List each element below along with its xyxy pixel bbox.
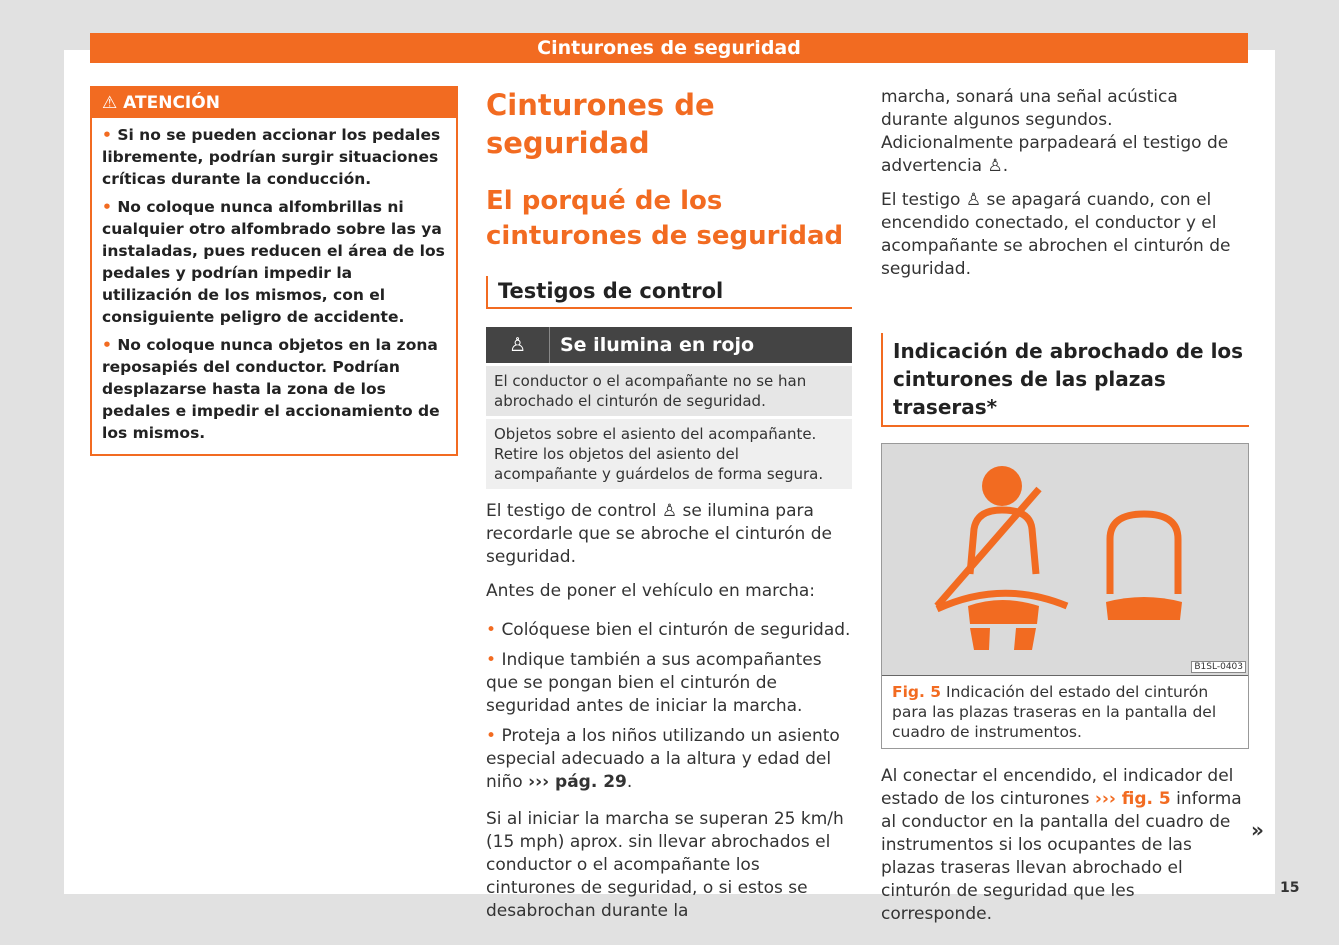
table-row: El conductor o el acompañante no se han … — [486, 366, 852, 416]
warning-item: • No coloque nunca objetos en la zona re… — [102, 336, 440, 442]
indicator-table: ♙ Se ilumina en rojo El conductor o el ac… — [486, 327, 852, 489]
warning-title: ATENCIÓN — [123, 93, 220, 113]
seatbelt-warning-icon: ♙ — [965, 190, 982, 210]
seatbelt-warning-icon: ♙ — [987, 156, 1003, 176]
seatbelt-warning-icon: ♙ — [486, 327, 550, 363]
page-link[interactable]: ››› pág. 29 — [528, 772, 627, 792]
seatbelt-status-illustration: B1SL-0403 — [882, 444, 1248, 676]
section-header: Cinturones de seguridad — [90, 33, 1248, 63]
warning-box: ⚠ ATENCIÓN • Si no se pueden accionar lo… — [90, 86, 458, 456]
list-item: • Proteja a los niños utilizando un asie… — [486, 726, 840, 792]
seatbelt-warning-icon: ♙ — [661, 501, 678, 521]
table-row: Objetos sobre el asiento del acompañante… — [486, 419, 852, 489]
warning-triangle-icon: ⚠ — [102, 93, 118, 113]
figure: B1SL-0403 Fig. 5 Indicación del estado d… — [881, 443, 1249, 749]
continue-marker: » — [1251, 818, 1264, 842]
list-item: • Colóquese bien el cinturón de segurida… — [486, 620, 851, 640]
warning-item: • No coloque nunca alfombrillas ni cualq… — [102, 198, 445, 326]
section-heading: Testigos de control — [486, 276, 852, 309]
page-number: 15 — [1280, 880, 1300, 896]
figure-caption: Fig. 5 Indicación del estado del cinturó… — [892, 683, 1217, 741]
figure-id: B1SL-0403 — [1191, 661, 1246, 673]
warning-item: • Si no se pueden accionar los pedales l… — [102, 126, 441, 188]
subtitle: El porqué de los cinturones de seguridad — [486, 186, 844, 251]
figure-link[interactable]: ››› fig. 5 — [1094, 789, 1171, 809]
list-item: • Indique también a sus acompañantes que… — [486, 650, 822, 716]
section-heading: Indicación de abrochado de los cinturone… — [881, 333, 1249, 427]
page-title: Cinturones de seguridad — [486, 88, 715, 160]
